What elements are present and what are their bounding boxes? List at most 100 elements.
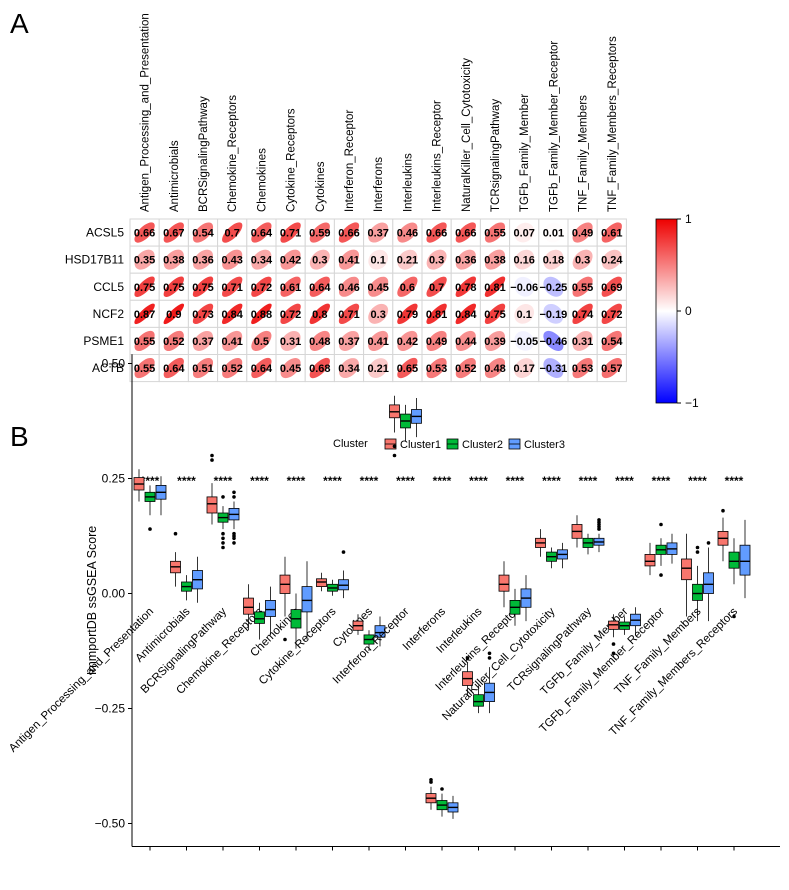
y-tick-label: 0.00: [102, 587, 126, 601]
outlier-point: [232, 491, 236, 495]
outlier-point: [232, 541, 236, 545]
cell-value: 0.66: [426, 228, 447, 240]
cell-value: 0.67: [163, 228, 184, 240]
colorbar-tick-label: 1: [685, 212, 692, 226]
y-tick-label: −0.25: [95, 702, 126, 716]
significance-label: ****: [360, 474, 379, 488]
cell-value: 0.46: [397, 228, 418, 240]
colorbar-tick-label: 0: [685, 304, 692, 318]
cell-value: 0.18: [543, 255, 564, 267]
cell-value: 0.37: [367, 228, 388, 240]
column-label: Chemokines: [256, 148, 268, 212]
cell-value: 0.01: [543, 228, 564, 240]
cell-value: 0.55: [134, 336, 155, 348]
cell-value: 0.61: [601, 228, 622, 240]
cell-value: 0.52: [221, 363, 242, 375]
significance-label: ****: [323, 474, 342, 488]
cell-value: 0.65: [397, 363, 418, 375]
row-label: PSME1: [83, 334, 124, 348]
cell-value: 0.48: [484, 363, 505, 375]
cell-value: 0.81: [426, 309, 447, 321]
column-label: Interleukins_Receptor: [432, 100, 444, 212]
cell-value: 0.54: [192, 228, 214, 240]
cell-value: 0.73: [192, 309, 213, 321]
cell-value: 0.41: [367, 336, 388, 348]
boxplot-chart: Cluster Cluster1 Cluster2 Cluster30.500.250…: [7, 354, 780, 850]
cell-value: 0.68: [309, 363, 330, 375]
cell-value: 0.31: [572, 336, 593, 348]
cell-value: 0.52: [163, 336, 184, 348]
significance-label: ****: [396, 474, 415, 488]
outlier-point: [174, 532, 178, 536]
column-label: Interferons: [373, 157, 385, 212]
cell-value: −0.31: [539, 363, 567, 375]
box: [499, 575, 509, 591]
cell-value: 0.74: [572, 309, 594, 321]
cell-value: 0.55: [572, 282, 593, 294]
cell-value: 0.84: [455, 309, 477, 321]
box: [704, 573, 714, 594]
outlier-point: [210, 454, 214, 458]
legend-entry: Cluster2: [462, 439, 503, 451]
cell-value: 0.39: [484, 336, 505, 348]
outlier-point: [232, 495, 236, 499]
outlier-point: [221, 532, 225, 536]
outlier-point: [659, 573, 663, 577]
outlier-point: [221, 537, 225, 541]
outlier-point: [707, 541, 711, 545]
cell-value: 0.88: [251, 309, 272, 321]
cell-value: 0.24: [601, 255, 623, 267]
cell-value: 0.17: [513, 363, 534, 375]
outlier-point: [283, 638, 287, 642]
significance-label: ****: [615, 474, 634, 488]
cell-value: 0.45: [280, 363, 301, 375]
panel-b-label: B: [10, 421, 29, 452]
cell-value: 0.16: [513, 255, 534, 267]
cell-value: 0.55: [134, 363, 155, 375]
row-label: NCF2: [93, 307, 125, 321]
colorbar: [656, 219, 677, 403]
cell-value: 0.34: [338, 363, 360, 375]
figure: A B Antigen_Processing_and_Presentation A…: [0, 0, 789, 890]
cell-value: 0.41: [221, 336, 242, 348]
box: [645, 554, 655, 566]
box: [682, 559, 692, 580]
significance-label: ****: [287, 474, 306, 488]
legend-entry: Cluster3: [524, 439, 565, 451]
column-label: TNF_Family_Members_Receptors: [607, 36, 619, 212]
column-label: Interleukins: [402, 153, 414, 212]
cell-value: 0.48: [309, 336, 330, 348]
cell-value: 0.41: [338, 255, 359, 267]
box: [207, 497, 217, 513]
cell-value: 0.54: [601, 336, 623, 348]
cell-value: 0.69: [601, 282, 622, 294]
cell-value: 0.72: [601, 309, 622, 321]
outlier-point: [393, 445, 397, 449]
cell-value: 0.66: [455, 228, 476, 240]
cell-value: 0.35: [134, 255, 155, 267]
outlier-point: [221, 541, 225, 545]
cell-value: 0.75: [192, 282, 213, 294]
cell-value: 0.3: [575, 255, 590, 267]
cell-value: 0.59: [309, 228, 330, 240]
cell-value: 0.49: [572, 228, 593, 240]
outlier-point: [342, 550, 346, 554]
outlier-point: [732, 615, 736, 619]
outlier-point: [221, 546, 225, 550]
cell-value: −0.05: [510, 336, 538, 348]
significance-label: ****: [542, 474, 561, 488]
y-axis-title: ImmportDB ssGSEA Score: [85, 526, 99, 675]
cell-value: 0.3: [429, 255, 444, 267]
cell-value: 0.75: [163, 282, 184, 294]
cell-value: 0.36: [192, 255, 213, 267]
cell-value: 0.38: [163, 255, 184, 267]
column-label: Chemokine_Receptors: [227, 95, 239, 212]
outlier-point: [210, 458, 214, 462]
cell-value: 0.79: [397, 309, 418, 321]
cell-value: 0.64: [163, 363, 185, 375]
outlier-point: [488, 656, 492, 660]
legend-entry: Cluster1: [400, 439, 441, 451]
y-tick-label: 0.25: [102, 472, 126, 486]
cell-value: 0.51: [192, 363, 213, 375]
row-label: HSD17B11: [65, 253, 124, 267]
